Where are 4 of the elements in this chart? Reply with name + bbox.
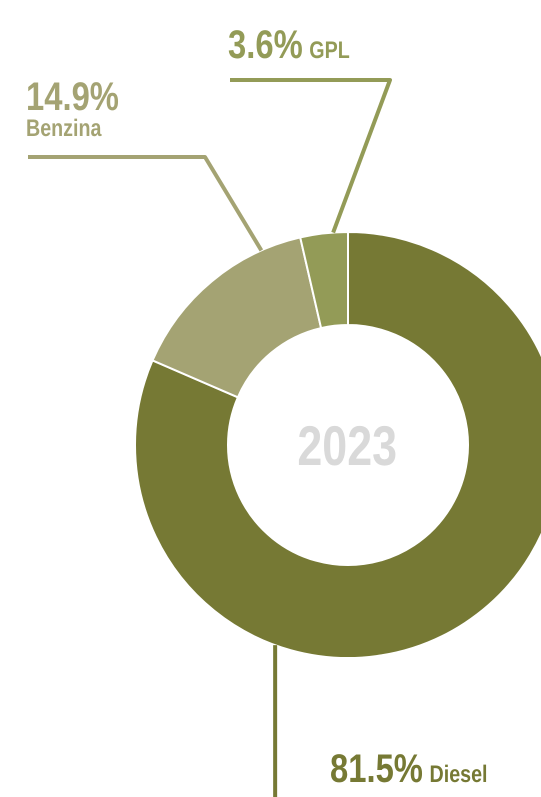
- data-label: 3.6%: [228, 22, 303, 67]
- data-label: 81.5%: [330, 746, 423, 791]
- slice-label: Diesel: [430, 760, 488, 788]
- slice-label: GPL: [309, 36, 350, 64]
